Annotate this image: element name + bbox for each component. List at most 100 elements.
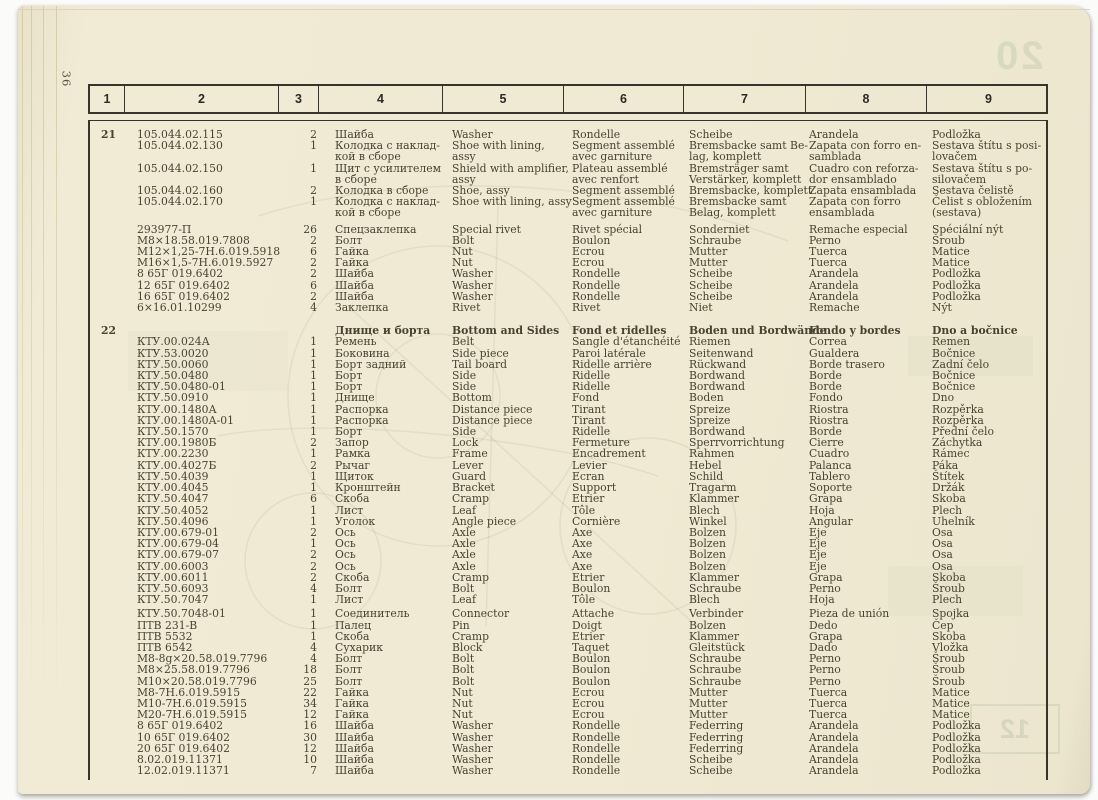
- name-en-cell: Leaf: [452, 503, 476, 517]
- item-number: [90, 437, 125, 448]
- item-number: [90, 732, 125, 743]
- item-number: [90, 426, 125, 437]
- name-en-cell: Nut: [452, 245, 473, 259]
- item-number: [90, 631, 125, 642]
- name-fr-cell: Boulon: [572, 674, 611, 688]
- name-es-cell: Dedo: [809, 618, 838, 632]
- item-number: [90, 185, 125, 196]
- item-number: [90, 460, 125, 471]
- name-fr-cell: Boulon: [572, 233, 611, 247]
- table-row: КТУ.00.679-07 2 Ось Axle Axe Bolzen Eje Osa: [90, 549, 1046, 560]
- name-fr-cell: Rondelle: [572, 278, 621, 292]
- name-cs-cell: Šroub: [932, 581, 965, 595]
- table-row: М10×20.58.019.7796 25 Болт Bolt Boulon Schrau…: [90, 674, 1046, 688]
- name-de-cell: Klammer: [689, 492, 739, 506]
- name-fr-cell: Axe: [572, 548, 593, 562]
- name-ru-cell: Колодка с наклад- кой в сборе: [335, 139, 440, 164]
- name-fr-cell: Tôle: [572, 503, 596, 517]
- name-fr-cell: Boulon: [572, 652, 611, 666]
- part-number-cell: 6×16.01.10299: [137, 301, 222, 315]
- qty-cell: 4: [310, 581, 317, 595]
- name-cs-cell: Matice: [932, 696, 970, 710]
- table-row: М10-7Н.6.019.5915 34 Гайка Nut Ecrou Mutter Tu…: [90, 698, 1046, 709]
- table-row: КТУ.00.1980Б 2 Запор Lock Fermeture Sperrvorr…: [90, 437, 1046, 448]
- table-row: 8.02.019.11371 10 Шайба Washer Rondelle Schei…: [90, 754, 1046, 765]
- name-ru-cell: Скоба: [335, 492, 370, 506]
- item-number: [90, 720, 125, 731]
- item-number: [90, 687, 125, 698]
- column-header: 2: [125, 86, 279, 112]
- qty-cell: 1: [310, 514, 317, 528]
- table-row: ПТВ 5532 1 Скоба Cramp Etrier Klammer Grapa Sko…: [90, 631, 1046, 642]
- name-fr-cell: Axe: [572, 525, 593, 539]
- table-row: М12×1,25-7Н.6.019.5918 6 Гайка Nut Ecrou Mutt…: [90, 246, 1046, 257]
- name-cs-cell: Záchytka: [932, 436, 983, 450]
- name-cs-cell: Zadní čelo: [932, 357, 990, 371]
- name-es-cell: Borde: [809, 380, 842, 394]
- name-cs-cell: Remen: [932, 335, 971, 349]
- name-cs-cell: Matice: [932, 708, 970, 722]
- item-number: [90, 140, 125, 162]
- name-en-cell: Axle: [452, 559, 476, 573]
- name-es-cell: Borde: [809, 425, 842, 439]
- part-number-cell: КТУ.00.6011: [137, 570, 209, 584]
- name-de-cell: Niet: [689, 301, 713, 315]
- page-stack-edge: [31, 6, 32, 794]
- name-fr-cell: Paroi latérale: [572, 346, 646, 360]
- name-cs-cell: Podložka: [932, 730, 981, 744]
- table-row: М8-7Н.6.019.5915 22 Гайка Nut Ecrou Mutter Tue…: [90, 687, 1046, 698]
- item-number: [90, 392, 125, 403]
- name-ru-cell: Ось: [335, 559, 356, 573]
- name-ru-cell: Кронштейн: [335, 481, 401, 495]
- name-ru-cell: Лист: [335, 503, 364, 517]
- name-en-cell: Washer: [452, 764, 493, 778]
- qty-cell: 1: [310, 425, 317, 439]
- name-ru-cell: Борт: [335, 369, 363, 383]
- name-ru-cell: Гайка: [335, 685, 369, 699]
- name-cs-cell: Sestava štítu s po- silovačem: [932, 161, 1033, 186]
- table-row: 6×16.01.10299 4 Заклепка Rivet Rivet Niet Rema…: [90, 302, 1046, 313]
- name-fr-cell: Fond: [572, 391, 600, 405]
- qty-cell: 12: [303, 708, 317, 722]
- name-cs-cell: Rozpěrka: [932, 413, 984, 427]
- part-number-cell: КТУ.50.0060: [137, 357, 209, 371]
- item-number: [90, 676, 125, 687]
- name-es-cell: Borde: [809, 369, 842, 383]
- item-number: [90, 594, 125, 605]
- name-de-cell: Mutter: [689, 256, 728, 270]
- name-en-cell: Side piece: [452, 346, 509, 360]
- name-es-cell: Hoja: [809, 503, 835, 517]
- group-title-es: Fondo y bordes: [809, 324, 901, 338]
- name-cs-cell: Podložka: [932, 752, 981, 766]
- item-number: [90, 291, 125, 302]
- name-fr-cell: Attache: [572, 607, 615, 621]
- name-fr-cell: Tôle: [572, 593, 596, 607]
- name-ru-cell: Лист: [335, 593, 364, 607]
- table-row: КТУ.00.4045 1 Кронштейн Bracket Support Traga…: [90, 482, 1046, 493]
- column-header: 4: [319, 86, 443, 112]
- table-row: КТУ.00.024А 1 Ремень Belt Sangle d'étanchéit…: [90, 336, 1046, 347]
- part-number-cell: КТУ.00.2230: [137, 447, 209, 461]
- name-en-cell: Cramp: [452, 570, 490, 584]
- name-ru-cell: Рамка: [335, 447, 371, 461]
- name-cs-cell: Spojka: [932, 607, 970, 621]
- name-fr-cell: Ridelle: [572, 425, 611, 439]
- name-en-cell: Shoe, assy: [452, 184, 510, 198]
- name-fr-cell: Ridelle arrière: [572, 357, 652, 371]
- part-number-cell: М10×20.58.019.7796: [137, 674, 257, 688]
- name-en-cell: Distance piece: [452, 402, 533, 416]
- name-en-cell: Side: [452, 380, 477, 394]
- qty-cell: 1: [310, 195, 317, 209]
- name-es-cell: Perno: [809, 233, 841, 247]
- item-number: [90, 381, 125, 392]
- name-fr-cell: Rondelle: [572, 741, 621, 755]
- qty-cell: 10: [303, 752, 317, 766]
- name-cs-cell: Bočnice: [932, 346, 976, 360]
- name-en-cell: Cramp: [452, 629, 490, 643]
- part-number-cell: 20 65Г 019.6402: [137, 741, 231, 755]
- name-cs-cell: Spéciální nýt: [932, 222, 1004, 236]
- item-number: [90, 653, 125, 664]
- qty-cell: 1: [310, 161, 317, 175]
- name-cs-cell: Podložka: [932, 278, 981, 292]
- name-cs-cell: Sestava čelistě: [932, 184, 1014, 198]
